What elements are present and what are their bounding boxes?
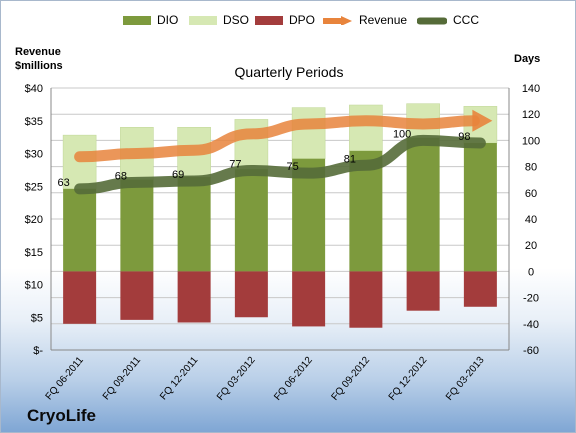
x-tick-label: FQ 03-2013 — [444, 355, 487, 403]
revenue-line — [74, 115, 480, 163]
dpo-bar — [292, 271, 326, 327]
left-tick-label: $40 — [25, 83, 43, 95]
legend-dso-label: DSO — [223, 13, 250, 27]
chart-subtitle: Quarterly Periods — [234, 64, 344, 80]
dso-swatch — [189, 15, 217, 25]
dio-bar — [63, 188, 97, 272]
dpo-bar — [177, 271, 211, 323]
right-tick-label: 0 — [528, 266, 534, 278]
left-tick-label: $30 — [25, 149, 43, 161]
dpo-bar — [63, 271, 97, 324]
x-tick-label: FQ 09-2011 — [101, 355, 144, 403]
right-tick-label: 20 — [525, 240, 537, 252]
legend-item-dio: DIO — [123, 13, 178, 27]
company-name: CryoLife — [27, 406, 96, 425]
x-tick-label: FQ 03-2012 — [215, 355, 258, 403]
dso-bar — [349, 104, 383, 152]
legend-revenue-label: Revenue — [359, 13, 408, 27]
right-tick-label: 40 — [525, 214, 537, 226]
right-tick-label: 120 — [522, 109, 540, 121]
ccc-data-label: 81 — [344, 153, 356, 165]
right-tick-label: 100 — [522, 135, 540, 147]
right-tick-label: -20 — [523, 293, 539, 305]
revenue-swatch — [323, 16, 352, 25]
left-tick-label: $35 — [25, 116, 43, 128]
x-tick-label: FQ 12-2011 — [158, 355, 201, 403]
x-tick-label: FQ 06-2012 — [272, 355, 315, 403]
ccc-data-label: 77 — [229, 159, 241, 171]
dio-bar — [120, 179, 154, 272]
dio-bar — [406, 137, 440, 272]
ccc-data-label: 63 — [58, 177, 70, 189]
ccc-line — [74, 134, 486, 195]
dpo-bar — [406, 271, 440, 311]
dio-bar — [463, 143, 497, 272]
right-tick-label: 140 — [522, 83, 540, 95]
dpo-bar — [234, 271, 268, 318]
ccc-swatch — [417, 17, 447, 25]
legend-item-revenue: Revenue — [323, 13, 407, 27]
left-tick-label: $20 — [25, 214, 43, 226]
x-tick-label: FQ 12-2012 — [387, 355, 430, 403]
left-tick-label: $25 — [25, 181, 43, 193]
right-tick-label: -60 — [523, 345, 539, 357]
legend: DIO DSO DPO Revenue CCC — [61, 13, 531, 37]
dso-bar — [291, 107, 326, 160]
left-tick-label: $10 — [25, 280, 43, 292]
legend-ccc-label: CCC — [453, 13, 479, 27]
right-tick-label: -40 — [523, 319, 539, 331]
x-tick-label: FQ 06-2011 — [44, 355, 87, 403]
right-axis-title: Days — [514, 53, 541, 65]
left-axis-title-line2: $millions — [15, 60, 63, 72]
dpo-bar — [463, 271, 497, 307]
revenue-arrowhead — [472, 109, 493, 132]
legend-item-ccc: CCC — [417, 13, 479, 27]
ccc-data-label: 98 — [458, 131, 470, 143]
legend-item-dpo: DPO — [255, 13, 315, 27]
legend-dpo-label: DPO — [289, 13, 316, 27]
dpo-swatch — [255, 15, 283, 25]
dpo-bar — [120, 271, 154, 320]
left-tick-label: $- — [33, 345, 43, 357]
dio-swatch — [123, 15, 151, 25]
ccc-data-label: 69 — [172, 169, 184, 181]
legend-dio-label: DIO — [157, 13, 179, 27]
ccc-data-label: 100 — [393, 128, 411, 140]
x-tick-label: FQ 09-2012 — [329, 355, 372, 403]
left-axis-title-line1: Revenue — [15, 46, 61, 58]
dpo-bar — [349, 271, 383, 328]
left-tick-label: $5 — [31, 312, 43, 324]
legend-item-dso: DSO — [189, 13, 249, 27]
dio-bar — [177, 177, 211, 272]
right-tick-label: 80 — [525, 162, 537, 174]
right-tick-label: 60 — [525, 188, 537, 200]
ccc-data-label: 75 — [287, 161, 299, 173]
left-axis-title: Revenue $millions — [15, 45, 63, 73]
left-tick-label: $15 — [25, 247, 43, 259]
ccc-data-label: 68 — [115, 170, 127, 182]
dio-bar — [234, 169, 268, 272]
